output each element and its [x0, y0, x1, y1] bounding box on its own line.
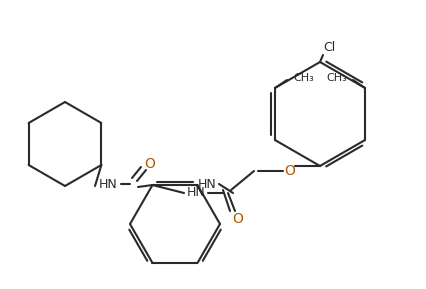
Text: Cl: Cl	[323, 41, 335, 54]
Text: HN: HN	[198, 177, 216, 190]
Text: CH₃: CH₃	[293, 73, 314, 83]
Text: O: O	[285, 164, 296, 178]
Text: O: O	[233, 212, 243, 226]
Text: HN: HN	[99, 177, 118, 190]
Text: HN: HN	[187, 186, 205, 199]
Text: O: O	[144, 157, 155, 171]
Text: CH₃: CH₃	[326, 73, 347, 83]
